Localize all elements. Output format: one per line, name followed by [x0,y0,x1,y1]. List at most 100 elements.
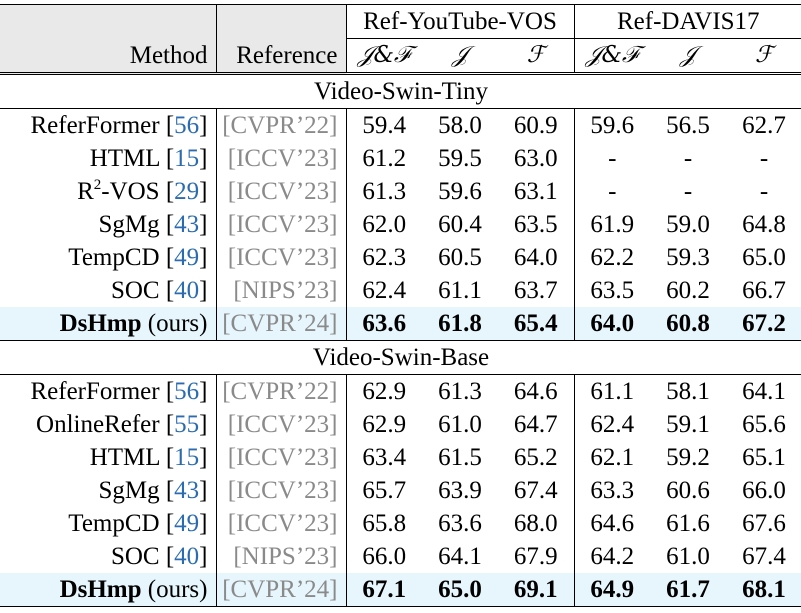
table-row: ReferFormer [56] [CVPR’22] 62.9 61.3 64.6 61.… [0,374,801,408]
score-cell: 63.7 [513,277,558,304]
citation-link[interactable]: 29 [174,178,200,205]
citation-link[interactable]: 43 [174,477,200,504]
method-cell: HTML [15] [89,145,208,172]
reference-cell: [CVPR’22] [215,374,346,408]
reference-cell: [ICCV’23] [215,142,346,175]
reference-cell: [ICCV’23] [215,441,346,474]
citation-link[interactable]: 15 [174,444,200,471]
results-table-wrapper: Ref-YouTube-VOS Ref-DAVIS17 Method Refer… [0,4,801,607]
reference-cell: [ICCV’23] [215,507,346,540]
table-row: TempCD [49] [ICCV’23] 62.3 60.5 64.0 62.2 59.3… [0,241,801,274]
score-cell: 62.2 [573,241,650,274]
method-cell: TempCD [49] [68,510,208,537]
score-cell: 63.5 [513,211,558,238]
method-superscript: 2 [93,177,102,193]
score-cell-best: 65.0 [422,573,498,607]
score-cell: 62.9 [345,408,422,441]
group-header-row: Video-Swin-Tiny [0,72,801,109]
citation-link[interactable]: 49 [174,510,200,537]
metric-header: 𝒥&ℱ [573,38,650,74]
score-cell: 67.6 [742,510,786,537]
metric-header: 𝒥 [422,38,498,74]
score-cell: 63.6 [438,510,482,537]
score-cell: 62.0 [345,208,422,241]
citation-link[interactable]: 56 [174,112,200,139]
score-cell: 66.0 [345,540,422,573]
method-name: SOC [110,277,160,304]
score-cell: 64.2 [573,540,650,573]
score-cell: 65.6 [742,411,786,438]
score-cell: 66.0 [742,477,786,504]
method-name: HTML [89,145,160,172]
score-cell: 62.9 [345,374,422,408]
method-cell: DsHmp (ours) [0,573,216,607]
citation-link[interactable]: 55 [174,411,200,438]
reference-cell: [CVPR’22] [215,108,346,142]
score-cell: - [683,145,693,172]
score-cell: 64.6 [513,378,558,405]
score-cell: 65.2 [513,444,558,471]
method-cell: HTML [15] [89,444,208,471]
score-cell-best: 68.1 [726,573,801,607]
score-cell: 59.6 [573,108,650,142]
method-name: SOC [110,543,160,570]
method-name: DsHmp [59,310,142,337]
score-cell-best: 63.6 [345,307,422,341]
citation-link[interactable]: 40 [174,277,200,304]
reference-column-header: Reference [215,38,346,74]
citation-link[interactable]: 56 [174,378,200,405]
method-name-prefix: R [77,178,94,205]
score-cell: 65.1 [742,444,786,471]
method-name: ReferFormer [30,112,160,139]
method-name: TempCD [68,510,160,537]
method-suffix: (ours) [147,310,208,337]
citation-link[interactable]: 49 [174,244,200,271]
reference-cell: [NIPS’23] [215,540,346,573]
score-cell: 58.1 [666,378,710,405]
score-cell: 60.5 [438,244,482,271]
method-cell: R2-VOS [29] [77,177,208,206]
reference-cell: [CVPR’24] [215,307,346,341]
score-cell: 61.0 [666,543,710,570]
score-cell: 67.9 [513,543,558,570]
table-row: SgMg [43] [ICCV’23] 62.0 60.4 63.5 61.9 59.0 64… [0,208,801,241]
reference-cell: [ICCV’23] [215,208,346,241]
score-cell: 64.1 [742,378,786,405]
score-cell: - [683,178,693,205]
score-cell: 62.3 [345,241,422,274]
method-column-header: Method [0,38,216,74]
method-cell: SgMg [43] [98,211,208,238]
reference-cell: [ICCV’23] [215,241,346,274]
metric-header: ℱ [498,38,574,74]
metric-header: 𝒥&ℱ [345,38,422,74]
score-cell: 61.1 [573,374,650,408]
metric-header: 𝒥 [650,38,726,74]
ours-row: DsHmp (ours) [CVPR’24] 67.1 65.0 69.1 64.9 61.… [0,573,801,607]
score-cell: 59.2 [666,444,710,471]
score-cell: 64.1 [438,543,482,570]
score-cell: 64.7 [513,411,558,438]
score-cell: 61.2 [345,142,422,175]
table-row: HTML [15] [ICCV’23] 63.4 61.5 65.2 62.1 59.2 65… [0,441,801,474]
citation-link[interactable]: 15 [174,145,200,172]
score-cell: 63.5 [573,274,650,307]
method-name: ReferFormer [30,378,160,405]
score-cell: - [759,178,769,205]
score-cell: 62.1 [573,441,650,474]
score-cell: 65.7 [345,474,422,507]
table-row: SOC [40] [NIPS’23] 62.4 61.1 63.7 63.5 60.2 66.… [0,274,801,307]
method-cell: OnlineRefer [55] [36,411,208,438]
reference-cell: [NIPS’23] [215,274,346,307]
method-cell: TempCD [49] [68,244,208,271]
group-header-row: Video-Swin-Base [0,340,801,375]
score-cell: 62.7 [742,112,786,139]
score-cell-best: 64.0 [573,307,650,341]
method-cell: SOC [40] [110,277,208,304]
method-name: HTML [89,444,160,471]
citation-link[interactable]: 43 [174,211,200,238]
reference-cell: [ICCV’23] [215,474,346,507]
citation-link[interactable]: 40 [174,543,200,570]
score-cell: 61.9 [573,208,650,241]
score-cell-best: 64.9 [573,573,650,607]
method-name: OnlineRefer [36,411,160,438]
